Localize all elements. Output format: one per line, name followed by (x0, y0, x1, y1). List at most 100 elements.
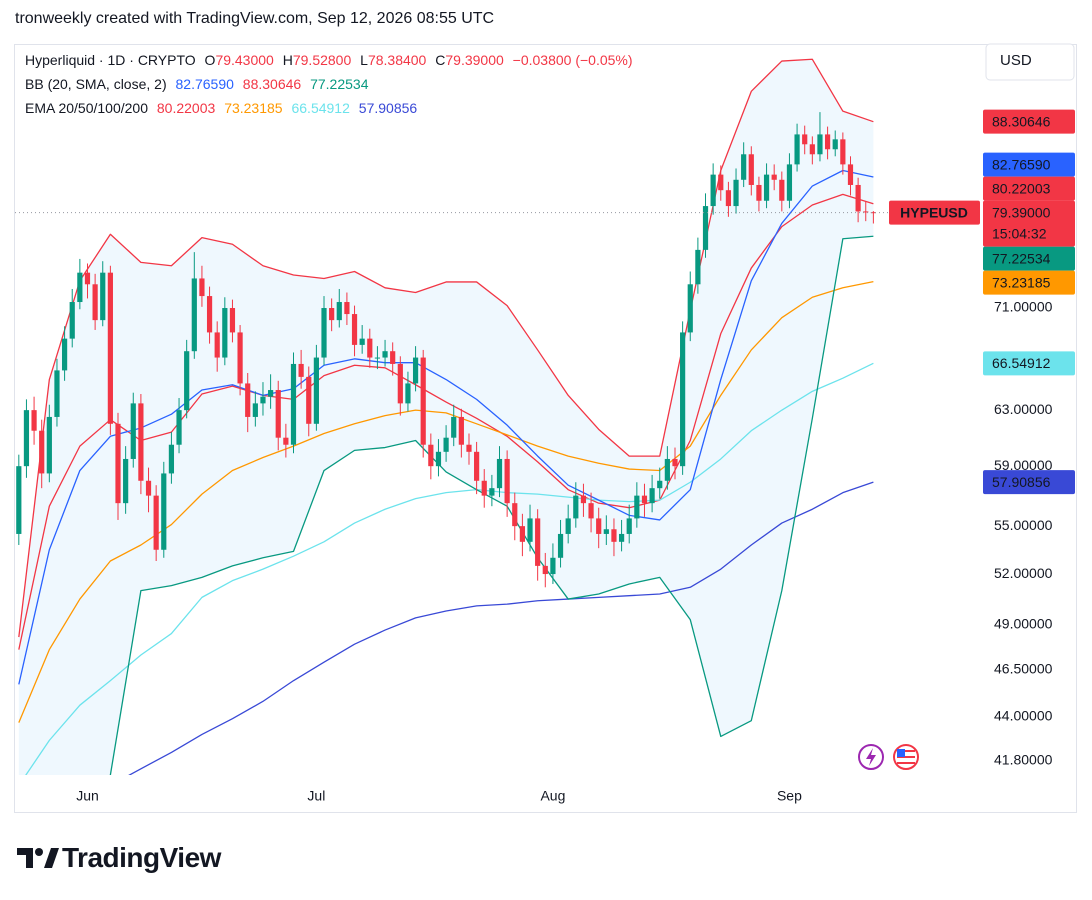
candle-body (657, 480, 663, 489)
candle-body (451, 416, 457, 438)
price-label-box (983, 470, 1075, 495)
candle-body (535, 518, 541, 566)
candle-body (268, 390, 274, 397)
candle-body (283, 437, 289, 445)
candle-body (603, 529, 609, 534)
logo (17, 848, 59, 868)
candle-body (725, 190, 732, 207)
currency-box[interactable] (985, 43, 1075, 81)
y-tick-label: 63.00000 (994, 401, 1053, 417)
chart-frame (14, 44, 1077, 813)
candle-body (275, 390, 281, 438)
candle-body (481, 480, 487, 496)
ema-line (18, 193, 874, 650)
candle-body (641, 495, 648, 504)
candle-body (817, 134, 823, 155)
candle-body (550, 557, 556, 575)
bb-fill (18, 59, 874, 775)
candle-body (229, 308, 236, 333)
candle-body (634, 495, 640, 519)
last-price-label: 79.39000 (992, 204, 1051, 220)
price-label: 73.23185 (992, 274, 1051, 290)
candle-body (69, 302, 75, 339)
candle-body (77, 272, 83, 303)
candle-body (824, 134, 831, 150)
candle-body (618, 533, 625, 542)
candle-body (840, 139, 846, 165)
candle-body (405, 383, 411, 404)
candle-body (542, 565, 548, 575)
logo-mark (44, 848, 59, 868)
candle-body (214, 332, 220, 358)
candle-body (390, 351, 396, 364)
ohlc-value: 78.38400 (367, 52, 427, 68)
candle-body (245, 383, 251, 417)
currency[interactable]: USD (1000, 52, 1032, 69)
candle-body (786, 164, 793, 201)
candle-body (382, 351, 388, 358)
bb-line (18, 169, 874, 685)
ema-label: EMA 20/50/100/200 (25, 100, 148, 116)
last-price-box (983, 200, 1075, 247)
candle-body (222, 308, 228, 358)
candle-body (611, 529, 617, 542)
candle-body (397, 363, 403, 404)
flag-stripe (897, 762, 915, 764)
candle-body (870, 212, 876, 214)
candle-body (23, 410, 30, 467)
bb-value: 88.30646 (242, 76, 302, 92)
price-label-box (983, 109, 1075, 134)
candle-body (329, 308, 335, 321)
ohlc-key: O (204, 52, 216, 68)
candle-body (39, 430, 45, 474)
candle-body (779, 179, 785, 201)
candle-body (351, 314, 358, 345)
candle-body (672, 458, 678, 467)
y-tick-label: 46.50000 (994, 660, 1053, 676)
y-tick-label: 49.00000 (994, 616, 1053, 632)
candle-body (771, 174, 777, 180)
y-tick-label: 44.00000 (994, 707, 1053, 723)
candle-body (680, 332, 686, 467)
candle-body (46, 416, 52, 474)
candle-body (290, 363, 297, 445)
price-label-box (983, 270, 1075, 295)
candle-body (596, 518, 602, 534)
x-tick-label: Aug (540, 788, 565, 804)
candle-body (474, 451, 480, 481)
candle-body (145, 480, 152, 496)
ema-value: 66.54912 (291, 100, 350, 116)
flash-glyph (866, 748, 876, 766)
price-label-box (983, 152, 1075, 177)
symbol-box (889, 200, 980, 225)
y-tick-label: 52.00000 (994, 565, 1053, 581)
legend: Hyperliquid · 1D · CRYPTO O79.43000 H79.… (25, 48, 638, 120)
ema-value: 73.23185 (224, 100, 283, 116)
price-label: 66.54912 (992, 355, 1051, 371)
price-label: 77.22534 (992, 250, 1051, 266)
x-tick-label: Sep (777, 788, 802, 804)
y-tick-label: 59.00000 (994, 457, 1053, 473)
attribution: tronweekly created with TradingView.com,… (15, 10, 495, 27)
y-tick-label: 41.80000 (994, 751, 1053, 767)
countdown: 15:04:32 (992, 225, 1047, 241)
candle-body (84, 272, 91, 285)
candle-body (756, 184, 762, 201)
candle-body (573, 495, 579, 519)
candle-body (863, 211, 869, 213)
price-label-box (983, 176, 1075, 201)
candle-body (298, 363, 304, 377)
symbol-title: Hyperliquid · 1D · CRYPTO (25, 52, 196, 68)
candle-body (664, 458, 670, 481)
candle-body (557, 533, 564, 558)
price-label: 82.76590 (992, 156, 1051, 172)
candle-body (741, 154, 747, 180)
bb-line (109, 235, 874, 775)
candle-body (458, 416, 464, 445)
candle-body (428, 444, 434, 467)
legend-row: Hyperliquid · 1D · CRYPTO O79.43000 H79.… (25, 48, 638, 72)
ohlc-key: C (435, 52, 446, 68)
candle-body (54, 370, 60, 417)
